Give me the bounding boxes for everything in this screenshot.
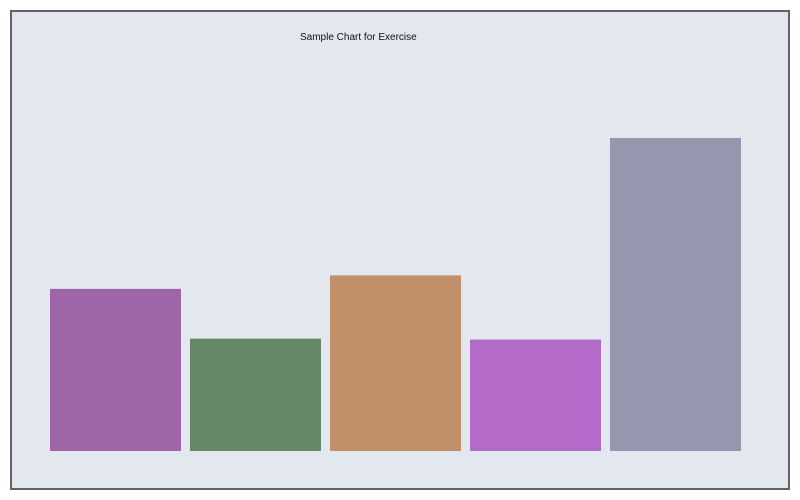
bar-4	[470, 339, 601, 451]
bar-1	[50, 288, 181, 451]
bar-group	[50, 138, 741, 451]
bar-3	[330, 275, 461, 451]
chart-title: Sample Chart for Exercise	[300, 32, 417, 43]
bar-2	[190, 338, 321, 451]
bar-5	[610, 138, 741, 451]
